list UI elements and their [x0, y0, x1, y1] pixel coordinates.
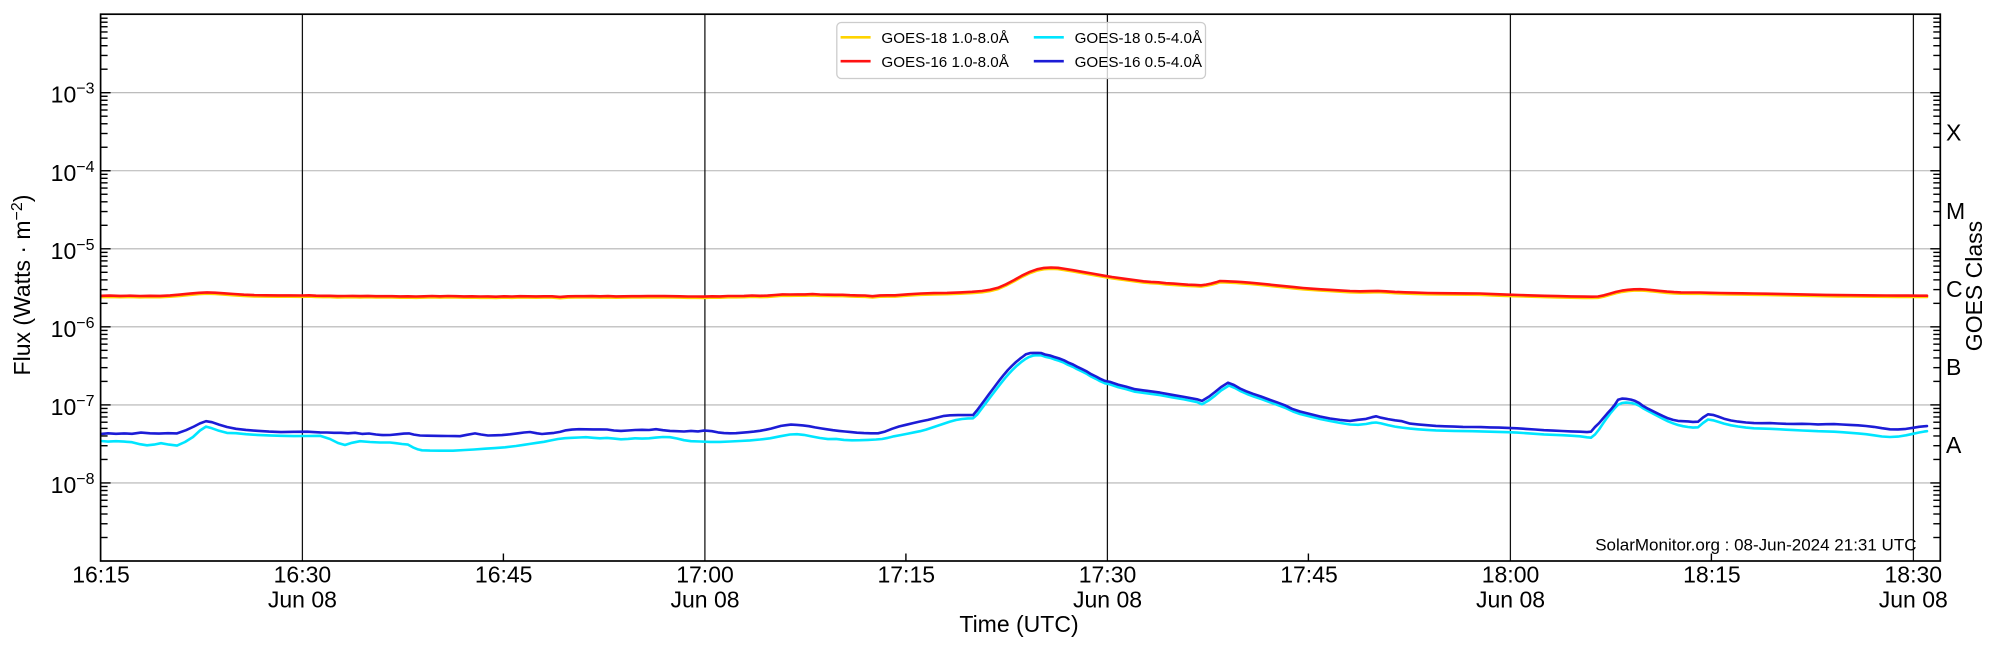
svg-text:M: M [1946, 198, 1965, 224]
svg-text:Jun 08: Jun 08 [1476, 587, 1545, 613]
svg-text:17:15: 17:15 [877, 562, 935, 588]
svg-text:17:00: 17:00 [676, 562, 734, 588]
svg-text:16:30: 16:30 [274, 562, 332, 588]
svg-text:GOES-16 0.5-4.0Å: GOES-16 0.5-4.0Å [1075, 54, 1203, 71]
svg-text:GOES-18 1.0-8.0Å: GOES-18 1.0-8.0Å [881, 30, 1009, 47]
svg-text:GOES Class: GOES Class [1961, 221, 1987, 351]
svg-text:Jun 08: Jun 08 [1073, 587, 1142, 613]
svg-text:16:15: 16:15 [72, 562, 130, 588]
svg-text:A: A [1946, 432, 1962, 458]
svg-text:B: B [1946, 354, 1961, 380]
svg-text:10−7: 10−7 [51, 393, 95, 420]
svg-text:10−5: 10−5 [51, 237, 95, 264]
svg-text:18:15: 18:15 [1683, 562, 1741, 588]
svg-text:Jun 08: Jun 08 [1879, 587, 1948, 613]
svg-text:SolarMonitor.org : 08-Jun-2024: SolarMonitor.org : 08-Jun-2024 21:31 UTC [1595, 536, 1916, 555]
svg-text:Jun 08: Jun 08 [268, 587, 337, 613]
svg-text:Time (UTC): Time (UTC) [959, 611, 1078, 637]
svg-text:17:30: 17:30 [1079, 562, 1137, 588]
svg-text:18:30: 18:30 [1885, 562, 1943, 588]
svg-text:Jun 08: Jun 08 [670, 587, 739, 613]
svg-text:17:45: 17:45 [1280, 562, 1338, 588]
svg-text:18:00: 18:00 [1482, 562, 1540, 588]
svg-text:GOES-16 1.0-8.0Å: GOES-16 1.0-8.0Å [881, 54, 1009, 71]
svg-text:C: C [1946, 276, 1963, 302]
svg-text:Flux (Watts · m−2): Flux (Watts · m−2) [9, 195, 35, 376]
svg-text:16:45: 16:45 [475, 562, 533, 588]
svg-text:X: X [1946, 120, 1961, 146]
svg-text:GOES-18 0.5-4.0Å: GOES-18 0.5-4.0Å [1075, 30, 1203, 47]
